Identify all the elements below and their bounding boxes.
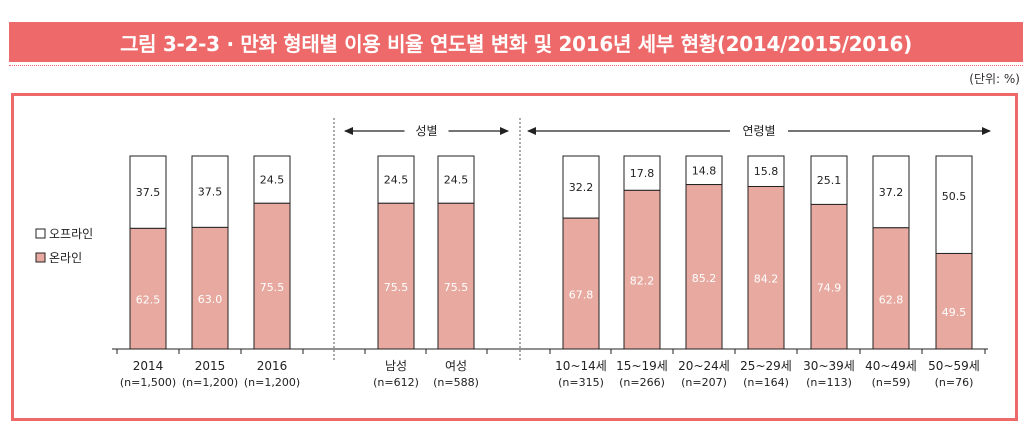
data-label-online: 82.2 xyxy=(630,275,655,288)
data-label-offline: 15.8 xyxy=(754,165,779,178)
bar-offline xyxy=(747,155,785,187)
x-tick-sublabel: (n=1,500) xyxy=(120,376,176,389)
x-tick-sublabel: (n=588) xyxy=(433,376,479,389)
bars-layer xyxy=(129,155,973,350)
x-tick-label: 2016 xyxy=(257,359,288,373)
bar-offline xyxy=(253,155,291,204)
data-label-offline: 24.5 xyxy=(260,174,285,187)
x-tick-sublabel: (n=76) xyxy=(935,376,974,389)
data-label-online: 85.2 xyxy=(692,272,717,285)
data-label-online: 62.8 xyxy=(879,293,904,306)
axis-layer xyxy=(112,118,988,360)
x-tick-sublabel: (n=315) xyxy=(558,376,604,389)
data-label-offline: 50.5 xyxy=(942,190,967,203)
data-label-offline: 37.2 xyxy=(879,186,904,199)
bar-offline xyxy=(191,155,229,228)
x-tick-label: 15~19세 xyxy=(616,359,668,373)
group-label: 성별 xyxy=(415,124,437,138)
data-label-offline: 32.2 xyxy=(569,181,594,194)
bar-offline xyxy=(810,155,848,205)
data-label-online: 75.5 xyxy=(384,281,409,294)
group-label: 연령별 xyxy=(742,124,775,138)
x-tick-sublabel: (n=1,200) xyxy=(182,376,238,389)
data-label-online: 62.5 xyxy=(136,294,161,307)
x-tick-label: 25~29세 xyxy=(740,359,792,373)
data-label-offline: 37.5 xyxy=(136,186,161,199)
x-tick-sublabel: (n=113) xyxy=(806,376,852,389)
x-tick-label: 2015 xyxy=(195,359,226,373)
unit-label: (단위: %) xyxy=(969,72,1020,86)
x-tick-sublabel: (n=207) xyxy=(681,376,727,389)
data-label-online: 67.8 xyxy=(569,289,594,302)
bar-offline xyxy=(377,155,415,204)
bar-online xyxy=(253,202,291,350)
bar-offline xyxy=(437,155,475,204)
x-tick-label: 10~14세 xyxy=(555,359,607,373)
labels-layer: 37.5 62.5 2014 (n=1,500) 37.5 63.0 2015 (n=1,20… xyxy=(120,164,980,389)
bar-online xyxy=(191,226,229,350)
data-label-offline: 24.5 xyxy=(384,174,409,187)
bar-offline xyxy=(935,155,973,254)
bar-online xyxy=(129,227,167,350)
data-label-online: 74.9 xyxy=(817,282,842,295)
data-label-offline: 24.5 xyxy=(444,174,469,187)
x-tick-sublabel: (n=59) xyxy=(872,376,911,389)
legend-swatch xyxy=(35,228,46,239)
data-label-online: 75.5 xyxy=(444,281,469,294)
x-tick-label: 20~24세 xyxy=(678,359,730,373)
bar-online xyxy=(685,184,723,350)
bar-online xyxy=(377,202,415,350)
data-label-online: 75.5 xyxy=(260,281,285,294)
data-label-offline: 25.1 xyxy=(817,174,842,187)
x-tick-sublabel: (n=1,200) xyxy=(244,376,300,389)
bar-offline xyxy=(562,155,600,219)
x-tick-label: 2014 xyxy=(133,359,164,373)
x-tick-sublabel: (n=266) xyxy=(619,376,665,389)
bar-online xyxy=(810,203,848,350)
x-tick-label: 50~59세 xyxy=(928,359,980,373)
legend-label: 오프라인 xyxy=(49,227,93,241)
x-tick-label: 여성 xyxy=(445,359,467,373)
data-label-offline: 14.8 xyxy=(692,164,717,177)
bar-online xyxy=(935,252,973,350)
bar-online xyxy=(872,227,910,350)
bar-online xyxy=(623,189,661,350)
bar-offline xyxy=(872,155,910,229)
x-tick-label: 30~39세 xyxy=(803,359,855,373)
x-tick-label: 40~49세 xyxy=(865,359,917,373)
bar-online xyxy=(562,217,600,350)
x-tick-sublabel: (n=612) xyxy=(373,376,419,389)
bar-online xyxy=(437,202,475,350)
data-label-online: 63.0 xyxy=(198,293,223,306)
chart-frame xyxy=(11,93,1018,421)
bar-online xyxy=(747,185,785,350)
x-tick-label: 남성 xyxy=(385,359,407,373)
title-divider xyxy=(9,65,1023,66)
data-label-online: 49.5 xyxy=(942,306,967,319)
group-headers-layer: 성별 연령별 xyxy=(344,124,991,138)
x-tick-sublabel: (n=164) xyxy=(743,376,789,389)
bar-offline xyxy=(623,155,661,191)
data-label-offline: 37.5 xyxy=(198,186,223,199)
legend-swatch xyxy=(35,252,46,263)
data-label-offline: 17.8 xyxy=(630,167,655,180)
legend-label: 온라인 xyxy=(49,251,82,265)
bar-offline xyxy=(685,155,723,186)
chart-title: 그림 3-2-3 · 만화 형태별 이용 비율 연도별 변화 및 2016년 세… xyxy=(9,22,1023,62)
data-label-online: 84.2 xyxy=(754,273,779,286)
